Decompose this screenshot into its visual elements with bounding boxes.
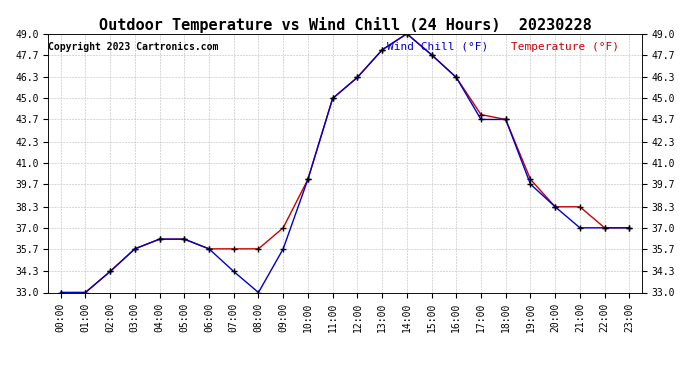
Text: Wind Chill (°F): Wind Chill (°F) [386,42,488,51]
Title: Outdoor Temperature vs Wind Chill (24 Hours)  20230228: Outdoor Temperature vs Wind Chill (24 Ho… [99,16,591,33]
Text: Temperature (°F): Temperature (°F) [511,42,619,51]
Text: Copyright 2023 Cartronics.com: Copyright 2023 Cartronics.com [48,42,219,51]
